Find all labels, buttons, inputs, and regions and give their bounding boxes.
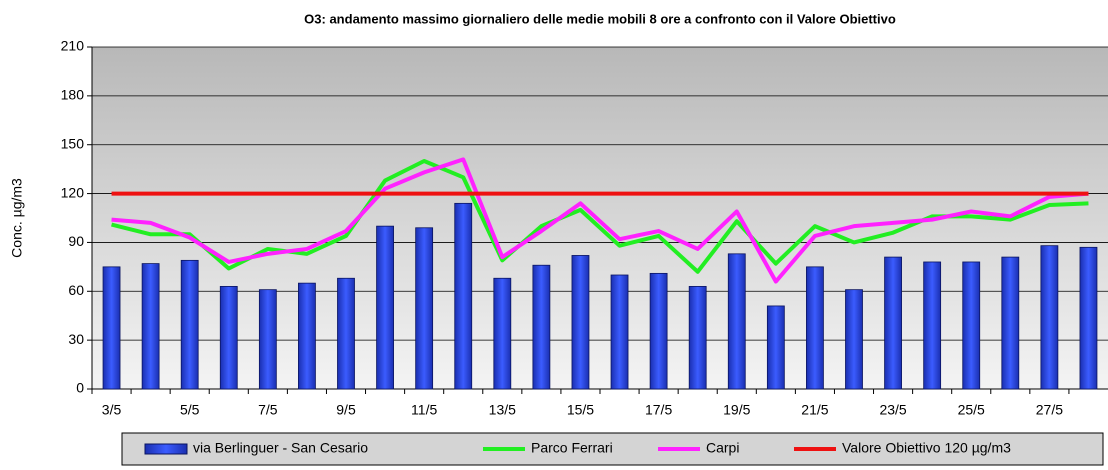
y-axis-label: Conc. µg/m3 — [9, 178, 25, 258]
legend-label: Parco Ferrari — [531, 440, 613, 456]
x-tick-label: 5/5 — [180, 402, 200, 418]
y-tick-label: 30 — [68, 331, 84, 347]
bar — [806, 266, 824, 390]
x-tick-label: 15/5 — [567, 402, 594, 418]
bar — [649, 272, 668, 390]
x-tick-label: 19/5 — [723, 402, 750, 418]
x-tick-label: 13/5 — [489, 402, 516, 418]
x-tick-label: 21/5 — [801, 402, 828, 418]
bar — [219, 285, 238, 390]
bar — [141, 263, 160, 390]
x-tick-label: 17/5 — [645, 402, 672, 418]
bar — [766, 305, 785, 390]
x-tick-label: 7/5 — [258, 402, 278, 418]
x-tick-label: 3/5 — [102, 402, 122, 418]
x-tick-label: 9/5 — [336, 402, 356, 418]
bar — [376, 225, 394, 390]
bar — [923, 261, 942, 390]
bar — [532, 264, 551, 390]
bar — [298, 282, 316, 390]
x-tick-label: 11/5 — [411, 402, 437, 418]
line-series — [111, 157, 1089, 284]
bar — [180, 259, 199, 390]
bar — [337, 277, 355, 390]
bar — [571, 255, 590, 390]
bar — [415, 227, 434, 390]
bar — [454, 202, 473, 390]
legend-label: Valore Obiettivo 120 µg/m3 — [842, 440, 1011, 456]
bar — [610, 274, 629, 390]
y-tick-label: 180 — [61, 87, 85, 103]
legend-swatch — [144, 443, 188, 455]
legend-label: via Berlinguer - San Cesario — [193, 440, 368, 456]
y-tick-label: 210 — [61, 38, 85, 54]
bar — [688, 285, 707, 390]
y-tick-label: 60 — [68, 282, 84, 298]
y-tick-label: 90 — [68, 233, 84, 249]
bar — [1001, 256, 1020, 390]
y-tick-label: 150 — [61, 135, 85, 151]
bar — [1079, 246, 1098, 390]
x-tick-label: 27/5 — [1036, 402, 1063, 418]
y-tick-label: 120 — [61, 184, 85, 200]
bar — [884, 256, 902, 390]
x-tick-label: 23/5 — [879, 402, 906, 418]
bar — [845, 289, 863, 390]
chart-title: O3: andamento massimo giornaliero delle … — [304, 11, 896, 26]
legend-box — [121, 432, 1104, 466]
bar — [258, 289, 277, 390]
bar — [102, 266, 121, 390]
bar — [1040, 245, 1059, 390]
x-tick-label: 25/5 — [958, 402, 985, 418]
legend-label: Carpi — [706, 440, 739, 456]
y-tick-label: 0 — [76, 380, 84, 396]
bar — [962, 261, 981, 390]
bar — [493, 277, 512, 390]
bar — [727, 253, 746, 390]
